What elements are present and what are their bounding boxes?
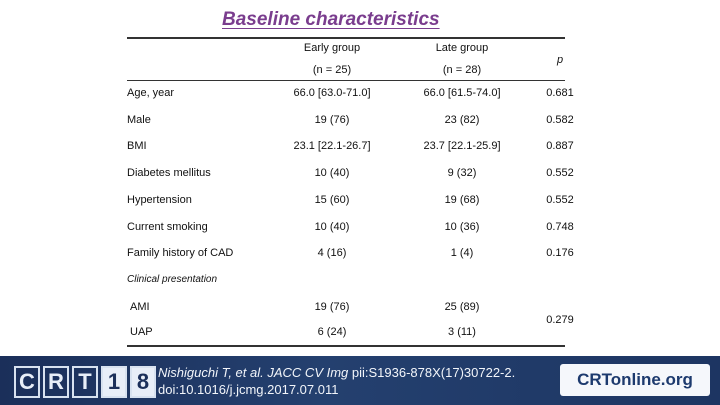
- header-late-n: (n = 28): [442, 64, 482, 76]
- row-early: 10 (40): [314, 167, 350, 179]
- citation-authors: Nishiguchi T, et al.: [158, 365, 264, 380]
- footer-banner: C R T 1 8 Nishiguchi T, et al. JACC CV I…: [0, 356, 720, 405]
- row-label: Male: [127, 114, 151, 126]
- crtonline-logo: CRTonline.org: [560, 364, 710, 396]
- citation: Nishiguchi T, et al. JACC CV Img pii:S19…: [158, 364, 515, 398]
- table-header-rule: [127, 80, 565, 81]
- row-label: Age, year: [127, 87, 175, 99]
- slide-title: Baseline characteristics: [222, 9, 440, 30]
- row-p: 0.582: [546, 114, 574, 126]
- row-p: 0.748: [546, 221, 574, 233]
- citation-pii: pii:S1936-878X(17)30722-2.: [348, 365, 516, 380]
- logo-letter: C: [14, 366, 40, 398]
- clinical-p-value: 0.279: [546, 314, 574, 326]
- row-late: 3 (11): [448, 326, 476, 338]
- header-p: p: [556, 54, 564, 66]
- row-early: 66.0 [63.0-71.0]: [293, 87, 371, 99]
- logo-letter: 8: [130, 366, 156, 398]
- row-early: 6 (24): [317, 326, 347, 338]
- row-p: 0.552: [546, 194, 574, 206]
- row-early: 19 (76): [314, 301, 350, 313]
- logo-letter: 1: [101, 366, 127, 398]
- table-bottom-rule: [127, 345, 565, 347]
- clinical-presentation-label: Clinical presentation: [127, 274, 218, 285]
- row-late: 1 (4): [450, 247, 474, 259]
- citation-journal: JACC CV Img: [267, 365, 349, 380]
- row-label: Family history of CAD: [127, 247, 234, 259]
- row-p: 0.176: [546, 247, 574, 259]
- header-late-group: Late group: [435, 42, 489, 54]
- row-early: 23.1 [22.1-26.7]: [293, 140, 371, 152]
- row-late: 19 (68): [444, 194, 480, 206]
- logo-letter: R: [43, 366, 69, 398]
- table-top-rule: [127, 37, 565, 39]
- row-early: 19 (76): [314, 114, 350, 126]
- row-early: 15 (60): [314, 194, 350, 206]
- row-late: 23 (82): [444, 114, 480, 126]
- row-label: UAP: [130, 326, 153, 338]
- row-p: 0.552: [546, 167, 574, 179]
- row-early: 4 (16): [317, 247, 347, 259]
- row-label: Diabetes mellitus: [127, 167, 211, 179]
- header-early-n: (n = 25): [312, 64, 352, 76]
- logo-letter: T: [72, 366, 98, 398]
- row-label: Current smoking: [127, 221, 208, 233]
- header-early-group: Early group: [303, 42, 361, 54]
- crt18-logo: C R T 1 8: [14, 366, 156, 398]
- row-p: 0.681: [546, 87, 574, 99]
- row-p: 0.887: [546, 140, 574, 152]
- row-late: 9 (32): [447, 167, 477, 179]
- row-late: 10 (36): [444, 221, 480, 233]
- row-early: 10 (40): [314, 221, 350, 233]
- row-label: BMI: [127, 140, 147, 152]
- citation-doi: doi:10.1016/j.jcmg.2017.07.011: [158, 382, 339, 397]
- row-late: 66.0 [61.5-74.0]: [423, 87, 501, 99]
- row-label: AMI: [130, 301, 150, 313]
- row-late: 23.7 [22.1-25.9]: [423, 140, 501, 152]
- row-late: 25 (89): [444, 301, 480, 313]
- row-label: Hypertension: [127, 194, 192, 206]
